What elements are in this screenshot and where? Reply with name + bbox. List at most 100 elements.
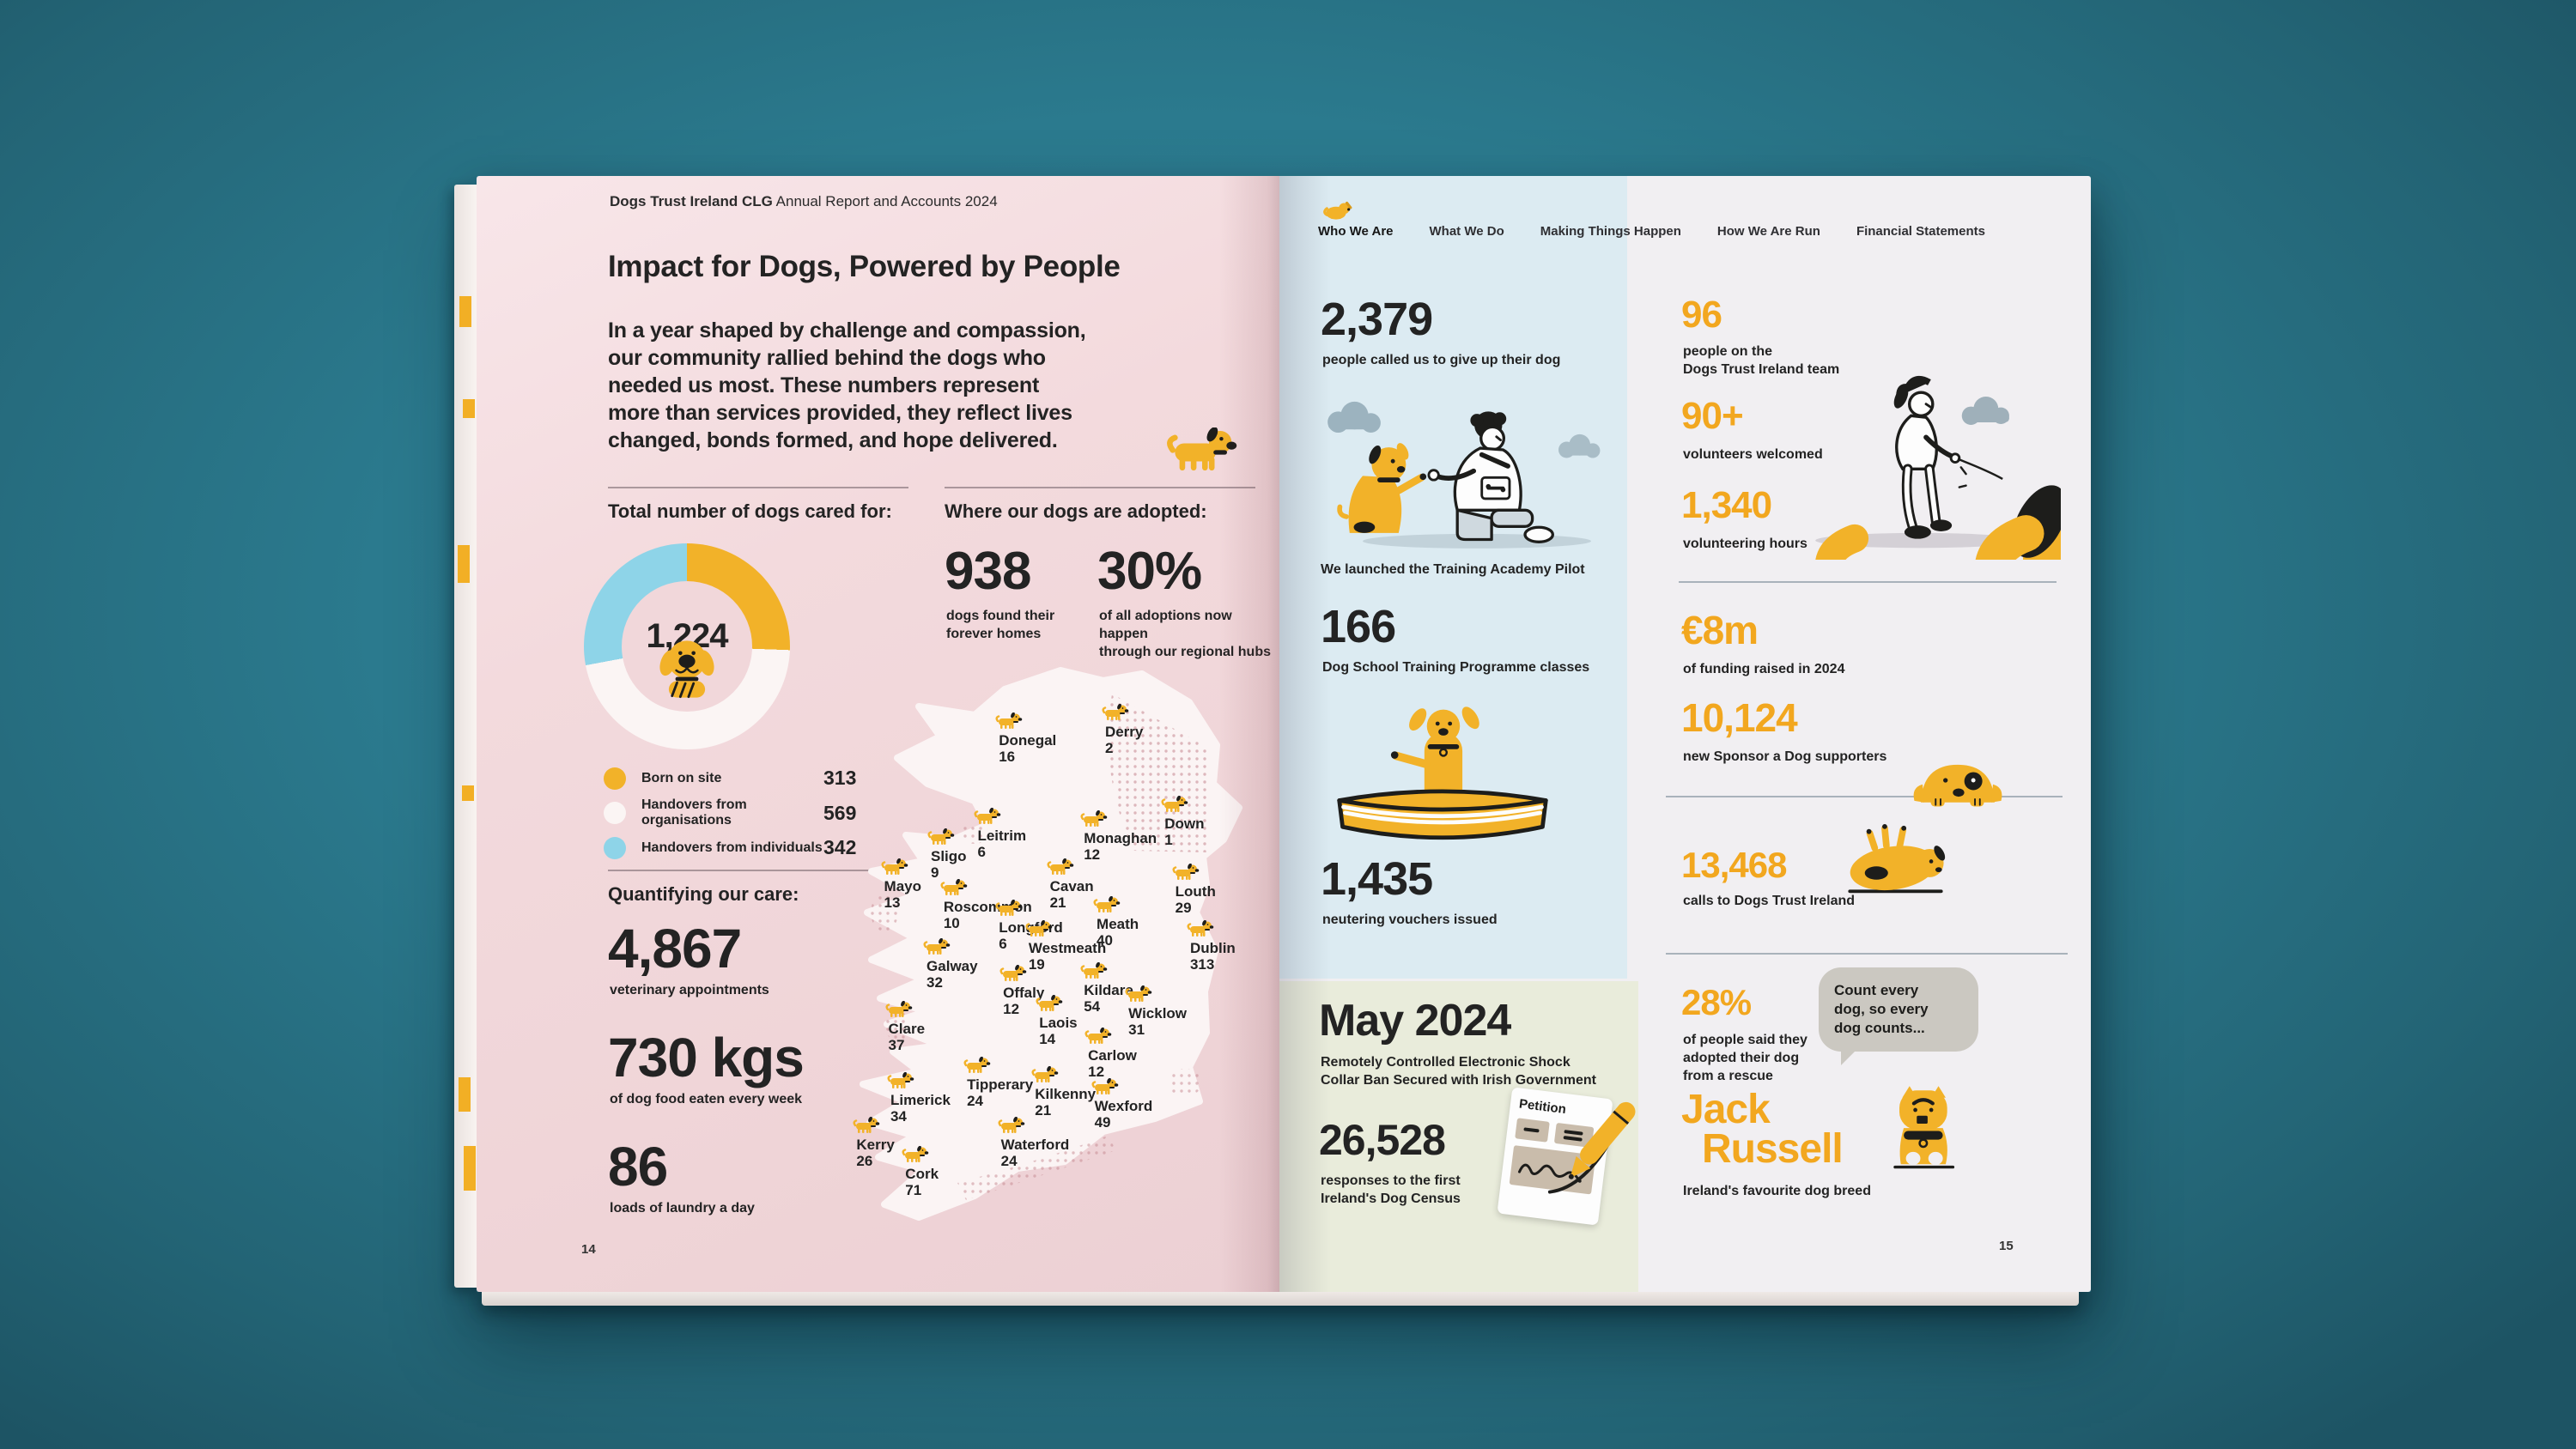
small-dog-icon — [927, 828, 955, 847]
page-title: Impact for Dogs, Powered by People — [608, 250, 1121, 283]
adopted-heading: Where our dogs are adopted: — [945, 500, 1207, 522]
small-dog-icon — [995, 900, 1023, 919]
legend-color-dot — [604, 836, 626, 859]
favourite-breed-line2: Russell — [1702, 1126, 1844, 1172]
county-label: Down 1 — [1164, 815, 1205, 848]
donut-hole: 1,224 — [622, 581, 752, 712]
county-name: Louth — [1175, 883, 1216, 900]
county-value: 10 — [943, 914, 960, 931]
small-dog-icon — [1025, 920, 1053, 939]
forever-homes-value: 938 — [945, 542, 1031, 601]
county-name: Monaghan — [1084, 830, 1157, 847]
county-name: Kilkenny — [1035, 1085, 1097, 1102]
team-value: 96 — [1681, 294, 1722, 336]
left-page: Dogs Trust Ireland CLG Annual Report and… — [477, 176, 1279, 1292]
county-name: Tipperary — [967, 1076, 1034, 1094]
small-dog-icon — [1172, 864, 1200, 882]
county-name: Wexford — [1094, 1097, 1153, 1114]
marker-pen-icon — [1547, 1101, 1636, 1194]
county-label: Sligo 9 — [931, 848, 967, 881]
small-dog-icon — [885, 1001, 913, 1020]
county-label: Wicklow 31 — [1128, 1005, 1187, 1038]
cloud-icon — [1558, 433, 1601, 458]
county-name: Down — [1164, 815, 1205, 832]
county-value: 24 — [967, 1093, 983, 1110]
neutering-value: 1,435 — [1321, 853, 1433, 905]
vet-appointments-value: 4,867 — [608, 918, 742, 979]
county-name: Carlow — [1088, 1046, 1137, 1064]
ireland-map-shape — [860, 667, 1242, 1221]
small-dog-icon — [1091, 1078, 1119, 1097]
running-header-org: Dogs Trust Ireland CLG — [610, 193, 773, 209]
regional-hubs-value: 30% — [1097, 542, 1202, 601]
county-label: Clare 37 — [888, 1020, 926, 1053]
laundry-value: 86 — [608, 1136, 668, 1197]
volunteer-hours-caption: volunteering hours — [1683, 537, 1807, 551]
speech-bubble: Count every dog, so every dog counts... — [1819, 967, 1978, 1065]
open-annual-report: Dogs Trust Ireland CLG Annual Report and… — [454, 176, 2091, 1306]
county-value: 16 — [999, 748, 1016, 765]
rescue-adoption-caption: of people said they adopted their dog fr… — [1683, 1033, 1807, 1083]
fore-edge-tab — [459, 296, 471, 327]
county-name: Wicklow — [1128, 1005, 1188, 1022]
county-value: 313 — [1189, 956, 1215, 973]
county-label: Monaghan 12 — [1084, 830, 1157, 863]
county-label: Cork 71 — [905, 1166, 939, 1198]
county-value: 2 — [1104, 739, 1114, 756]
legend-value: 342 — [823, 836, 857, 858]
legend-color-dot — [604, 767, 626, 790]
funding-value: €8m — [1681, 608, 1759, 652]
county-value: 12 — [1088, 1063, 1105, 1080]
trainer-kneeling-with-dog-illustration — [1327, 401, 1601, 549]
dog-head-icon — [659, 640, 714, 699]
milestone-caption: Remotely Controlled Electronic Shock Col… — [1321, 1055, 1596, 1088]
dog-school-value: 166 — [1321, 601, 1396, 652]
county-label: Dublin 313 — [1190, 940, 1236, 973]
county-label: Kerry 26 — [856, 1136, 895, 1169]
small-dog-icon — [995, 712, 1023, 731]
petition-illustration: Petition — [1497, 1087, 1636, 1226]
donut-legend: Born on site 313 Handovers from organisa… — [604, 767, 973, 859]
left-page-number: 14 — [581, 1242, 596, 1257]
small-dog-icon — [853, 1117, 880, 1136]
forever-homes-caption: dogs found their forever homes — [946, 609, 1055, 641]
county-label: Donegal 16 — [999, 732, 1056, 765]
calls-caption: calls to Dogs Trust Ireland — [1683, 894, 1856, 908]
county-value: 6 — [977, 843, 986, 860]
legend-row: Handovers from individuals 342 — [604, 836, 973, 859]
small-dog-icon — [1080, 810, 1108, 829]
legend-label: Handovers from organisations — [641, 797, 747, 828]
county-value: 19 — [1028, 956, 1045, 973]
small-dog-icon — [974, 808, 1001, 827]
county-label: Offaly 12 — [1003, 985, 1044, 1017]
county-label: Cavan 21 — [1050, 878, 1094, 911]
team-caption: people on the Dogs Trust Ireland team — [1683, 344, 1840, 377]
section-rule — [608, 487, 908, 488]
county-name: Kerry — [856, 1136, 895, 1153]
county-label: Kildare 54 — [1084, 982, 1133, 1015]
ireland-adoptions-map: Donegal 16 Derry 2 Leitrim — [846, 655, 1271, 1249]
small-dog-icon — [963, 1057, 991, 1076]
legend-value: 569 — [823, 801, 857, 824]
county-value: 40 — [1097, 932, 1113, 949]
county-value: 29 — [1175, 900, 1192, 917]
dog-school-caption: Dog School Training Programme classes — [1322, 660, 1590, 675]
county-label: Westmeath 19 — [1029, 940, 1106, 973]
county-name: Waterford — [1000, 1136, 1070, 1153]
section-rule — [608, 870, 908, 871]
county-name: Clare — [888, 1020, 926, 1037]
county-label: Tipperary 24 — [967, 1076, 1033, 1109]
surrender-caption: people called us to give up their dog — [1322, 353, 1561, 367]
cloud-icon — [1961, 397, 2009, 425]
small-dog-icon — [1093, 896, 1121, 915]
legend-row: Handovers from organisations 569 — [604, 797, 973, 828]
county-value: 9 — [931, 864, 939, 881]
census-caption: responses to the first Ireland's Dog Cen… — [1321, 1173, 1461, 1206]
blue-stats-panel — [1279, 176, 1627, 979]
legend-color-dot — [604, 802, 626, 824]
county-name: Cork — [905, 1166, 939, 1183]
small-dog-icon — [1161, 796, 1188, 815]
right-page-number: 15 — [1999, 1239, 2014, 1253]
county-name: Galway — [927, 957, 978, 974]
county-label: Kilkenny 21 — [1035, 1086, 1096, 1119]
